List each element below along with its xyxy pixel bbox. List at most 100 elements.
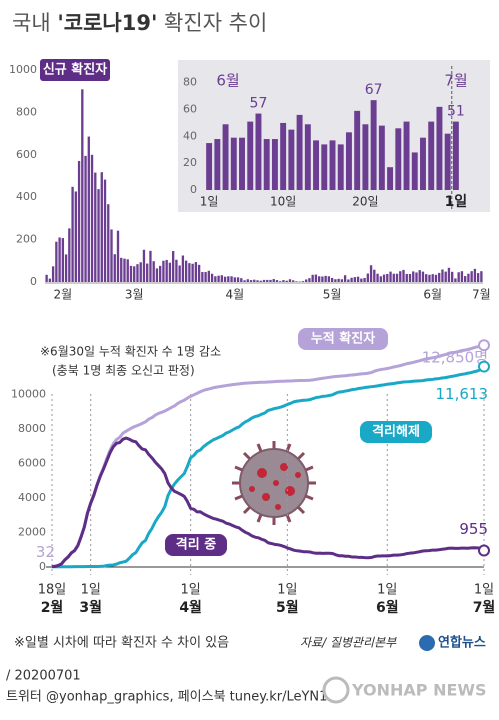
end-marker bbox=[478, 544, 490, 557]
bar bbox=[159, 265, 162, 282]
bar bbox=[350, 277, 353, 282]
series-label: 격리해제 bbox=[372, 424, 420, 440]
bar bbox=[223, 276, 227, 282]
bar bbox=[447, 267, 451, 282]
bar bbox=[255, 113, 262, 190]
bar bbox=[370, 100, 377, 190]
series-label-box bbox=[298, 328, 388, 350]
x-tick-label: 6월 bbox=[423, 288, 442, 302]
x-tick-label: 7월 bbox=[472, 288, 491, 302]
bar bbox=[476, 273, 480, 282]
inset-annotation: 7월 bbox=[444, 72, 467, 90]
end-marker bbox=[478, 360, 490, 373]
x-tick-label: 1일 bbox=[445, 194, 468, 210]
bar bbox=[178, 265, 181, 282]
bar bbox=[239, 137, 245, 190]
bar bbox=[58, 237, 61, 282]
bar bbox=[107, 204, 110, 282]
bar bbox=[220, 275, 223, 282]
bar bbox=[345, 132, 352, 190]
y-tick-label: 1000 bbox=[9, 63, 37, 76]
bar bbox=[236, 277, 240, 282]
bar bbox=[126, 259, 129, 282]
bar bbox=[77, 160, 81, 282]
bar bbox=[382, 274, 386, 282]
bar bbox=[376, 273, 379, 282]
title-part: 국내 bbox=[12, 11, 57, 35]
bar bbox=[343, 275, 347, 282]
bar bbox=[356, 276, 360, 282]
bar bbox=[295, 281, 298, 282]
x-tick-label: 20일 bbox=[352, 195, 378, 209]
bar bbox=[347, 279, 350, 282]
bar bbox=[194, 262, 198, 282]
bar bbox=[263, 139, 270, 190]
y-tick-label: 200 bbox=[16, 233, 37, 246]
bar bbox=[337, 144, 344, 190]
bar bbox=[354, 110, 361, 190]
value-label: 11,613 bbox=[436, 385, 489, 403]
bar bbox=[418, 270, 421, 282]
series-label: 격리 중 bbox=[176, 537, 216, 553]
bar bbox=[314, 274, 318, 282]
bar bbox=[120, 257, 123, 282]
x-tick-month: 3월 bbox=[79, 599, 102, 616]
bar bbox=[214, 276, 217, 282]
series-label-box bbox=[165, 534, 227, 556]
bar bbox=[269, 279, 272, 282]
bar bbox=[71, 186, 74, 282]
bar bbox=[395, 128, 402, 190]
bar bbox=[282, 280, 285, 282]
bar bbox=[155, 268, 159, 282]
bar bbox=[308, 278, 311, 282]
bar bbox=[68, 228, 71, 282]
bar bbox=[246, 279, 249, 282]
bar bbox=[94, 172, 97, 282]
bar bbox=[64, 254, 68, 282]
bar bbox=[470, 271, 473, 282]
bar bbox=[45, 274, 48, 282]
bar bbox=[305, 279, 308, 282]
label-box bbox=[40, 59, 110, 81]
x-tick-month: 5월 bbox=[276, 599, 299, 616]
series-label-box bbox=[360, 421, 432, 443]
bar bbox=[207, 270, 211, 282]
bar bbox=[415, 272, 418, 282]
y-tick-label: 4000 bbox=[18, 491, 46, 504]
bar bbox=[256, 280, 259, 282]
bar bbox=[217, 275, 220, 282]
bar bbox=[51, 266, 55, 282]
bar bbox=[123, 258, 126, 282]
value-label: 57 bbox=[250, 96, 268, 112]
bar bbox=[279, 281, 282, 282]
bar bbox=[324, 275, 327, 282]
bar bbox=[337, 278, 340, 282]
x-tick-label: 4월 bbox=[225, 288, 244, 302]
series-line bbox=[51, 365, 486, 569]
bar bbox=[421, 271, 425, 282]
y-tick-label: 0 bbox=[39, 560, 46, 573]
bar bbox=[184, 260, 188, 282]
x-tick-label: 1일 bbox=[200, 195, 219, 209]
bar bbox=[61, 238, 65, 282]
y-tick-label: 6000 bbox=[18, 456, 46, 469]
title-part: 확진자 추이 bbox=[157, 11, 267, 35]
bar bbox=[379, 276, 382, 282]
bar bbox=[116, 230, 120, 282]
bar bbox=[230, 137, 237, 190]
series-line bbox=[51, 343, 485, 568]
value-label: 67 bbox=[365, 82, 383, 98]
y-tick-label: 10000 bbox=[11, 387, 46, 400]
bar bbox=[313, 140, 320, 190]
bar bbox=[152, 261, 155, 282]
bar bbox=[292, 280, 295, 282]
bar bbox=[81, 89, 84, 283]
footnote: ※일별 시차에 따라 확진자 수 차이 있음 bbox=[14, 636, 229, 651]
bar bbox=[420, 137, 426, 190]
bar bbox=[262, 279, 266, 282]
source: 자료/ 질병관리본부 bbox=[300, 636, 397, 650]
y-tick-label: 80 bbox=[183, 76, 197, 89]
bar bbox=[175, 259, 178, 282]
bar bbox=[366, 273, 369, 282]
bar bbox=[285, 280, 288, 282]
